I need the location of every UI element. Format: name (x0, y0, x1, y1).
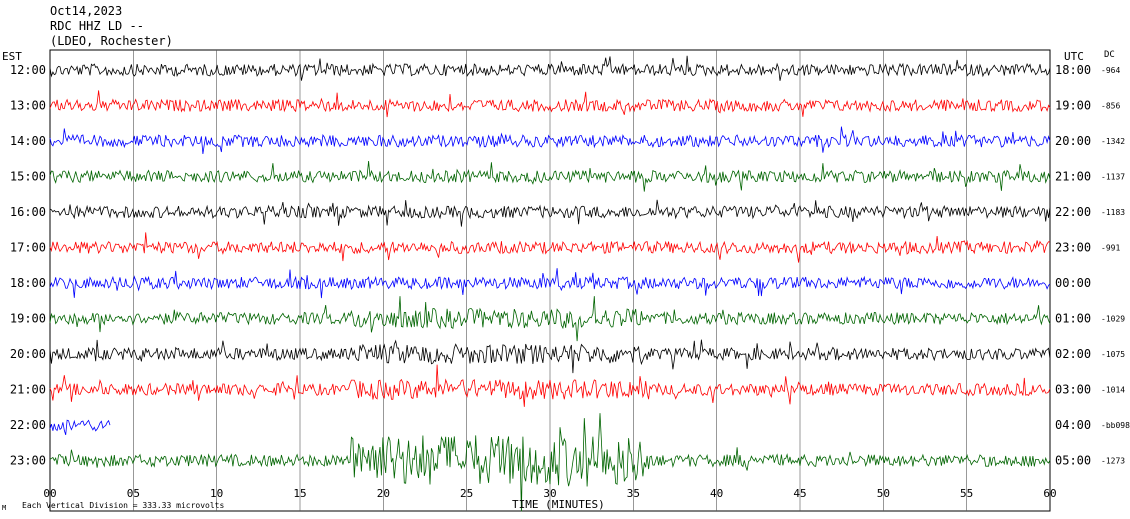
trace-1600 (49, 199, 1051, 227)
x-tick-label: 60 (1043, 487, 1056, 500)
dc-offset-label: -1014 (1101, 386, 1125, 395)
trace-1300 (49, 90, 1051, 118)
est-hour-label: 20:00 (10, 347, 46, 361)
est-hour-label: 17:00 (10, 241, 46, 255)
dc-offset-label: -1137 (1101, 173, 1125, 182)
x-tick-label: 20 (377, 487, 390, 500)
utc-hour-label: 20:00 (1055, 134, 1091, 148)
dc-column-label: DC (1104, 50, 1115, 60)
x-tick-label: 55 (960, 487, 973, 500)
trace-2100 (49, 364, 1051, 407)
x-tick-label: 35 (627, 487, 640, 500)
utc-hour-label: 19:00 (1055, 99, 1091, 113)
utc-hour-label: 23:00 (1055, 241, 1091, 255)
x-tick-label: 15 (293, 487, 306, 500)
utc-hour-label: 04:00 (1055, 418, 1091, 432)
dc-offset-label: -1075 (1101, 350, 1125, 359)
seismic-traces (49, 55, 1051, 512)
x-tick-label: 50 (877, 487, 890, 500)
utc-axis-label: UTC (1064, 50, 1084, 63)
trace-1900 (49, 296, 1051, 342)
dc-offset-label: -bb0988 (1101, 421, 1130, 430)
trace-2300 (49, 413, 1051, 512)
est-hour-label: 23:00 (10, 454, 46, 468)
dc-offset-label: -964 (1101, 66, 1120, 75)
x-tick-label: 40 (710, 487, 723, 500)
est-hour-label: 16:00 (10, 205, 46, 219)
trace-1800 (49, 268, 1051, 299)
est-hour-label: 12:00 (10, 63, 46, 77)
minute-grid (133, 50, 967, 511)
utc-hour-label: 03:00 (1055, 383, 1091, 397)
x-axis-title: TIME (MINUTES) (512, 498, 605, 511)
dc-offset-label: -1342 (1101, 137, 1125, 146)
utc-hour-label: 18:00 (1055, 63, 1091, 77)
trace-1200 (49, 55, 1051, 81)
est-hour-label: 21:00 (10, 383, 46, 397)
x-tick-label: 00 (43, 487, 56, 500)
utc-hour-label: 01:00 (1055, 312, 1091, 326)
x-tick-label: 10 (210, 487, 223, 500)
trace-1500 (49, 160, 1051, 192)
utc-hour-label: 00:00 (1055, 276, 1091, 290)
est-hour-label: 14:00 (10, 134, 46, 148)
header-date: Oct14,2023 (50, 4, 122, 18)
trace-2000 (49, 339, 1051, 374)
header-source: (LDEO, Rochester) (50, 34, 173, 48)
est-axis-label: EST (2, 50, 22, 63)
est-hour-label: 13:00 (10, 99, 46, 113)
corner-mark: M (2, 504, 6, 512)
est-hour-label: 18:00 (10, 276, 46, 290)
dc-offset-label: -1029 (1101, 315, 1125, 324)
header-station: RDC HHZ LD -- (50, 19, 144, 33)
dc-offset-label: -1273 (1101, 457, 1125, 466)
trace-1700 (49, 232, 1051, 263)
x-tick-labels: 00 05 10 15 20 25 30 35 40 45 50 55 60 (43, 487, 1056, 500)
utc-hour-label: 02:00 (1055, 347, 1091, 361)
footer-scale-note: Each Vertical Division = 333.33 microvol… (22, 501, 224, 510)
est-hour-label: 22:00 (10, 418, 46, 432)
utc-hour-label: 05:00 (1055, 454, 1091, 468)
dc-offset-label: -1183 (1101, 208, 1125, 217)
row-labels: 12:00 18:00 -964 13:00 19:00 -856 14:00 20:00 -1… (10, 63, 1130, 468)
trace-2200 (49, 419, 111, 436)
utc-hour-label: 21:00 (1055, 170, 1091, 184)
est-hour-label: 15:00 (10, 170, 46, 184)
utc-hour-label: 22:00 (1055, 205, 1091, 219)
dc-offset-label: -991 (1101, 244, 1120, 253)
dc-offset-label: -856 (1101, 102, 1120, 111)
x-tick-label: 30 (543, 487, 556, 500)
x-tick-label: 45 (793, 487, 806, 500)
x-tick-label: 25 (460, 487, 473, 500)
trace-1400 (49, 126, 1051, 155)
est-hour-label: 19:00 (10, 312, 46, 326)
x-tick-label: 05 (127, 487, 140, 500)
